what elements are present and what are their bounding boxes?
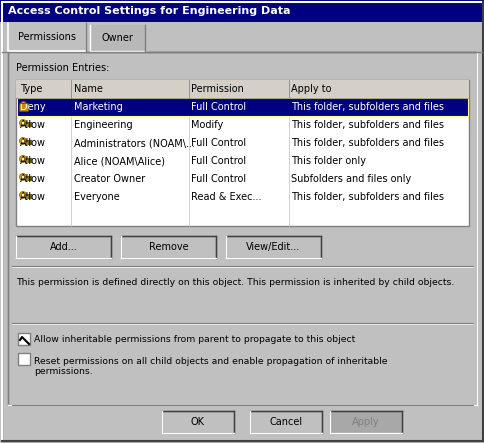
Text: permissions.: permissions. — [34, 367, 92, 376]
Text: This permission is defined directly on this object. This permission is inherited: This permission is defined directly on t… — [16, 278, 454, 287]
Text: This folder, subfolders and files: This folder, subfolders and files — [290, 120, 443, 130]
Bar — [16, 80, 468, 226]
Text: Full Control: Full Control — [191, 138, 245, 148]
Text: This folder, subfolders and files: This folder, subfolders and files — [290, 192, 443, 202]
Text: Apply: Apply — [351, 417, 379, 427]
Bar — [17, 98, 467, 116]
Text: Full Control: Full Control — [191, 102, 245, 112]
Text: Alice (NOAM\Alice): Alice (NOAM\Alice) — [74, 156, 165, 166]
Text: Access Control Settings for Engineering Data: Access Control Settings for Engineering … — [8, 6, 290, 16]
Text: Allow: Allow — [20, 120, 46, 130]
Bar — [18, 333, 30, 345]
Text: Remove: Remove — [149, 242, 188, 252]
Bar — [162, 411, 233, 433]
Circle shape — [21, 175, 25, 179]
Bar — [329, 411, 401, 433]
Circle shape — [19, 155, 27, 163]
Bar — [19, 103, 28, 111]
Text: Permission Entries:: Permission Entries: — [16, 63, 109, 73]
Text: Allow inheritable permissions from parent to propagate to this object: Allow inheritable permissions from paren… — [34, 334, 354, 343]
Text: Subfolders and files only: Subfolders and files only — [290, 174, 410, 184]
Text: Permission: Permission — [191, 84, 243, 94]
Bar — [90, 25, 145, 51]
Text: Creator Owner: Creator Owner — [74, 174, 145, 184]
Text: Modify: Modify — [191, 120, 223, 130]
Bar — [16, 236, 111, 258]
Bar — [16, 80, 468, 98]
Text: Owner: Owner — [101, 33, 133, 43]
Bar — [8, 52, 476, 405]
Text: Everyone: Everyone — [74, 192, 120, 202]
Text: Allow: Allow — [20, 156, 46, 166]
Text: Allow: Allow — [20, 138, 46, 148]
Bar — [18, 353, 30, 365]
Text: This folder, subfolders and files: This folder, subfolders and files — [290, 102, 443, 112]
Text: Engineering: Engineering — [74, 120, 132, 130]
Bar — [0, 0, 484, 22]
Text: Allow: Allow — [20, 174, 46, 184]
Text: Type: Type — [20, 84, 42, 94]
Text: Full Control: Full Control — [191, 156, 245, 166]
Bar — [226, 236, 320, 258]
Text: Deny: Deny — [20, 102, 45, 112]
Text: Reset permissions on all child objects and enable propagation of inheritable: Reset permissions on all child objects a… — [34, 357, 387, 366]
Circle shape — [19, 191, 27, 198]
Text: Read & Exec...: Read & Exec... — [191, 192, 261, 202]
Circle shape — [19, 174, 27, 180]
Text: Allow: Allow — [20, 192, 46, 202]
Text: This folder only: This folder only — [290, 156, 365, 166]
Circle shape — [21, 121, 25, 124]
Text: This folder, subfolders and files: This folder, subfolders and files — [290, 138, 443, 148]
Text: Apply to: Apply to — [290, 84, 331, 94]
Bar — [8, 23, 86, 51]
Circle shape — [19, 137, 27, 144]
Text: Name: Name — [74, 84, 103, 94]
Circle shape — [19, 120, 27, 127]
Text: Permissions: Permissions — [18, 32, 76, 42]
Text: Add...: Add... — [49, 242, 77, 252]
Bar — [249, 411, 321, 433]
Text: Cancel: Cancel — [269, 417, 302, 427]
Circle shape — [21, 158, 25, 160]
Text: Administrators (NOAM\...: Administrators (NOAM\... — [74, 138, 195, 148]
Text: Marketing: Marketing — [74, 102, 122, 112]
Circle shape — [21, 194, 25, 197]
Text: View/Edit...: View/Edit... — [246, 242, 300, 252]
Bar — [121, 236, 215, 258]
Text: Full Control: Full Control — [191, 174, 245, 184]
Circle shape — [21, 140, 25, 143]
Text: OK: OK — [191, 417, 205, 427]
